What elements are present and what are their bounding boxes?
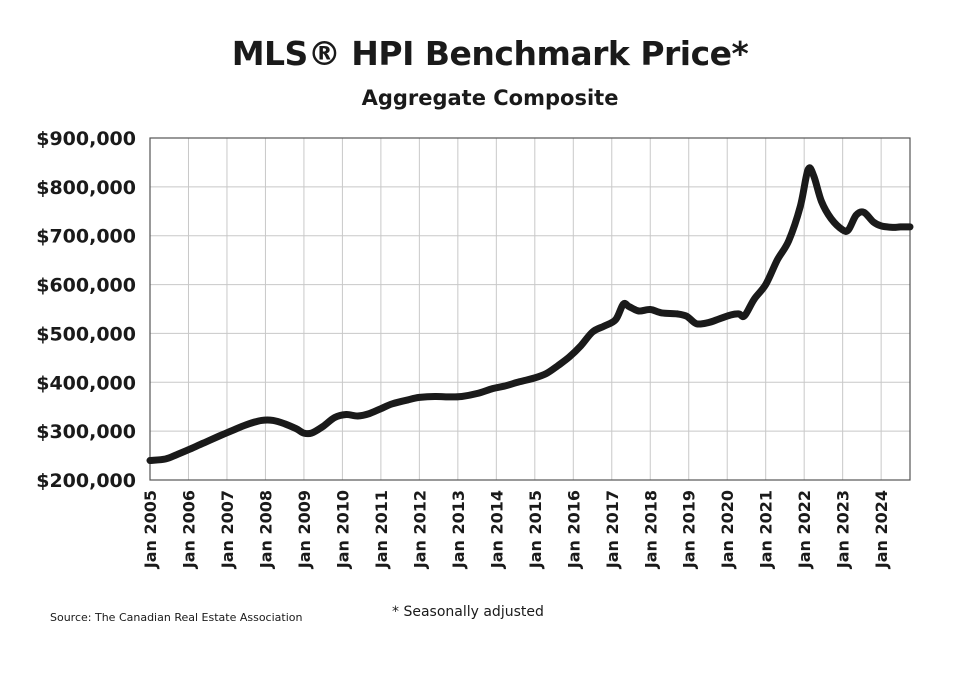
x-tick-label: Jan 2024	[872, 490, 891, 569]
x-tick-label: Jan 2013	[449, 490, 468, 569]
y-tick-label: $200,000	[36, 470, 136, 492]
x-tick-label: Jan 2023	[834, 490, 853, 569]
x-tick-label: Jan 2012	[410, 490, 429, 569]
x-tick-label: Jan 2021	[757, 490, 776, 569]
plot-area-frame	[149, 137, 911, 481]
x-tick-label: Jan 2018	[641, 490, 660, 569]
chart-subtitle: Aggregate Composite	[361, 86, 619, 110]
y-tick-label: $400,000	[36, 372, 136, 394]
series-layer	[146, 164, 914, 464]
footnote: * Seasonally adjusted	[392, 604, 544, 620]
x-tick-label: Jan 2011	[372, 490, 391, 569]
benchmark-price-line	[146, 164, 914, 464]
x-tick-label: Jan 2006	[179, 490, 198, 569]
y-tick-label: $900,000	[36, 128, 136, 150]
y-tick-label: $600,000	[36, 275, 136, 297]
x-tick-label: Jan 2009	[295, 490, 314, 569]
y-axis-ticks: $900,000 $800,000 $700,000 $600,000 $500,000…	[36, 128, 136, 492]
x-tick-label: Jan 2007	[218, 490, 237, 569]
x-tick-label: Jan 2016	[564, 490, 583, 569]
chart-title: MLS® HPI Benchmark Price*	[231, 34, 749, 73]
x-tick-label: Jan 2014	[487, 490, 506, 569]
grid-lines	[149, 137, 910, 481]
x-tick-label: Jan 2015	[526, 490, 545, 569]
x-tick-label: Jan 2020	[718, 490, 737, 569]
y-tick-label: $700,000	[36, 226, 136, 248]
y-tick-label: $300,000	[36, 421, 136, 443]
x-axis-ticks: Jan 2005 Jan 2006 Jan 2007 Jan 2008 Jan 2009…	[141, 490, 891, 569]
x-tick-label: Jan 2019	[680, 490, 699, 569]
source-note: Source: The Canadian Real Estate Associa…	[50, 611, 303, 624]
x-tick-label: Jan 2010	[333, 490, 352, 569]
x-tick-label: Jan 2005	[141, 490, 160, 569]
x-tick-label: Jan 2008	[256, 490, 275, 569]
y-tick-label: $500,000	[36, 323, 136, 345]
x-tick-label: Jan 2022	[795, 490, 814, 569]
y-tick-label: $800,000	[36, 177, 136, 199]
x-tick-label: Jan 2017	[603, 490, 622, 569]
